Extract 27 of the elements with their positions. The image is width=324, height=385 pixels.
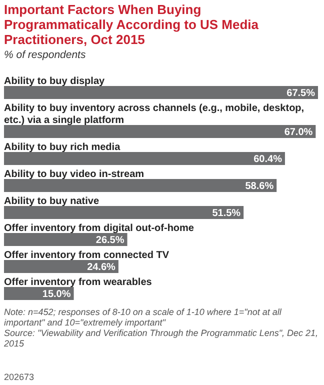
bar [4,125,316,138]
data-label: 67.5% [286,88,316,99]
data-label: 58.6% [245,181,274,192]
text: 202673 [4,372,34,382]
chart-title: Important Factors When Buying Programmatically According to US Media Practitioners, Oct 2015 [4,2,260,47]
bar [4,152,285,165]
y-tick-label: Ability to buy native [4,196,100,207]
y-tick-label: Ability to buy rich media [4,142,121,153]
data-label: 15.0% [42,289,71,300]
annotation: Note: n=452; responses of 8-10 on a scale of 1-10 where 1="not at all important" and 10="extremely important" [4,307,282,328]
bar [4,179,277,192]
bar [4,206,244,219]
chart-subtitle: % of respondents [4,49,86,61]
y-tick-label: Ability to buy inventory across channels (e.g., mobile, desktop, etc.) via a single platform [4,103,304,126]
y-tick-label: Ability to buy video in-stream [4,169,144,180]
bar [4,233,128,246]
data-label: 60.4% [254,154,282,165]
data-label: 24.6% [87,262,116,273]
y-tick-label: Ability to buy display [4,76,106,87]
y-tick-label: Offer inventory from digital out-of-home [4,223,194,234]
y-tick-label: Offer inventory from connected TV [4,250,170,261]
data-label: 51.5% [212,208,241,219]
source-note: Source: "Viewability and Verification Through the Programmatic Lens", Dec 21, 2015 [3,328,318,348]
data-label: 67.0% [284,127,313,138]
y-tick-label: Offer inventory from wearables [4,277,152,288]
bar [4,260,118,273]
data-label: 26.5% [96,235,124,246]
